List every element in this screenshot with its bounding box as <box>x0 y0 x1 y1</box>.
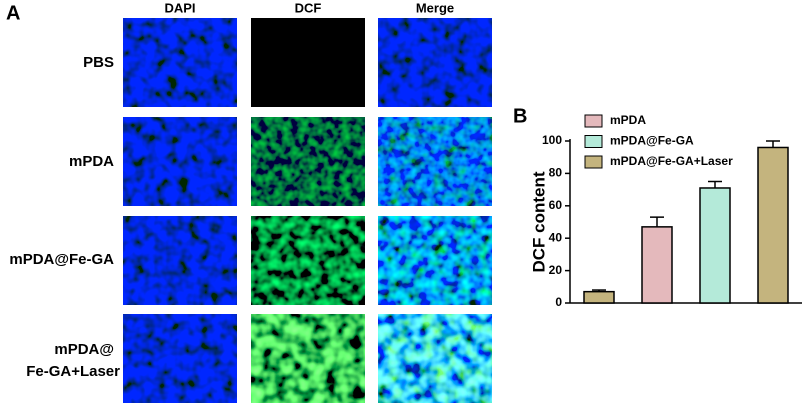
panel-label: B <box>513 105 527 127</box>
dapi-stain <box>123 314 237 403</box>
dcf-stain <box>251 117 365 206</box>
bar <box>699 187 731 304</box>
y-tick-label: 20 <box>549 263 563 277</box>
legend-swatch <box>584 114 603 128</box>
bar <box>641 226 673 304</box>
y-axis-label: DCF content <box>529 171 548 272</box>
column-header: Merge <box>416 0 454 15</box>
dcf-stain <box>251 314 365 403</box>
dapi-stain <box>123 18 237 107</box>
y-tick-label: 40 <box>549 230 563 244</box>
y-tick-label: 100 <box>542 133 562 147</box>
y-tick-label: 80 <box>549 166 563 180</box>
bar-chart: 0 20 40 60 80 100 mPDA mPDA@Fe-GA mPDA@Fe-GA+Las… <box>542 113 802 309</box>
dcf-stain <box>378 314 492 403</box>
dapi-stain <box>123 117 237 206</box>
legend-label: mPDA@Fe-GA+Laser <box>610 154 733 168</box>
panel-label: A <box>6 2 20 24</box>
y-tick-label: 60 <box>549 198 563 212</box>
row-label: PBS <box>83 54 114 71</box>
column-header: DAPI <box>164 0 195 15</box>
row-label: Fe-GA+Laser <box>26 363 120 380</box>
dapi-stain <box>378 18 492 107</box>
row-label: mPDA <box>69 153 114 170</box>
micrograph-bg <box>251 18 365 107</box>
row-label: mPDA@Fe-GA <box>9 251 114 268</box>
legend-label: mPDA <box>610 113 646 127</box>
dcf-stain <box>378 117 492 206</box>
y-tick-label: 0 <box>555 295 562 309</box>
bar <box>583 290 615 304</box>
column-header: DCF <box>295 0 322 15</box>
row-label: mPDA@ <box>54 341 114 358</box>
dapi-stain <box>123 216 237 305</box>
dcf-stain <box>378 216 492 305</box>
micrograph-grid <box>123 18 492 403</box>
legend-swatch <box>584 155 603 169</box>
legend-label: mPDA@Fe-GA <box>610 134 694 148</box>
bar <box>757 146 789 304</box>
dcf-stain <box>251 216 365 305</box>
legend-swatch <box>584 135 603 148</box>
